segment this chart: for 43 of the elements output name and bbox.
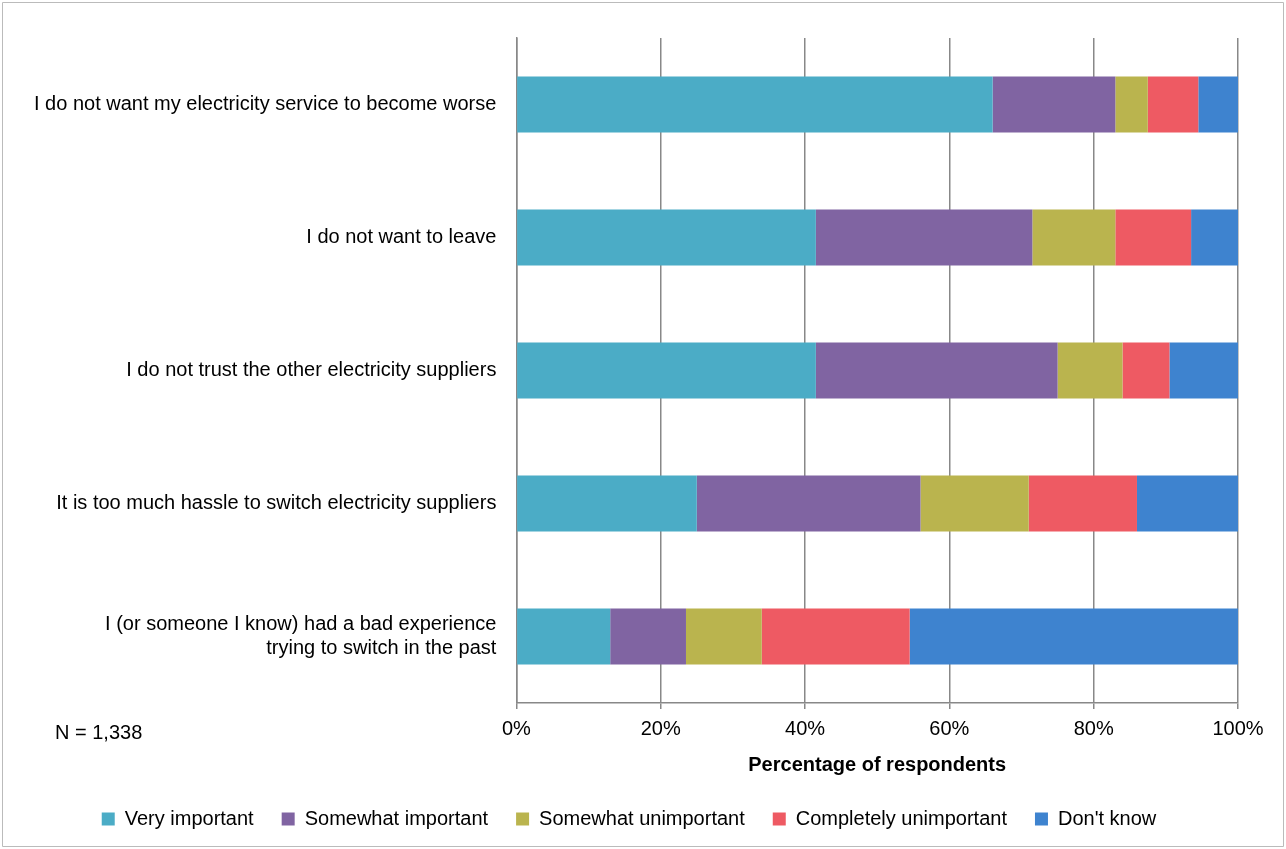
bar — [610, 608, 686, 665]
bar — [685, 608, 762, 665]
legend-label: Completely unimportant — [795, 806, 1008, 829]
bar — [1057, 342, 1123, 399]
y-tick-label: I do not trust the other electricity suppliers — [126, 358, 497, 381]
bar — [1115, 209, 1192, 266]
bar — [1136, 475, 1238, 532]
y-tick-label: It is too much hassle to switch electricity suppliers — [56, 491, 497, 514]
bar — [1115, 76, 1148, 133]
bar — [920, 475, 1029, 532]
bar — [517, 342, 816, 399]
bar — [517, 209, 816, 266]
bar — [992, 76, 1116, 133]
bar — [761, 608, 910, 665]
text: N = 1,338 — [55, 720, 143, 743]
bar — [815, 209, 1033, 266]
x-tick-label: 60% — [929, 716, 970, 739]
bar — [1147, 76, 1199, 133]
y-tick-label: I do not want to leave — [306, 225, 497, 248]
bar — [1028, 475, 1137, 532]
bar — [1169, 342, 1238, 399]
bar — [1122, 342, 1170, 399]
legend-label: Very important — [124, 806, 255, 829]
bar — [517, 76, 993, 133]
legend-label: Somewhat unimportant — [539, 806, 746, 829]
legend-label: Somewhat important — [304, 806, 489, 829]
bar — [909, 608, 1238, 665]
bar — [1032, 209, 1116, 266]
x-tick-label: 40% — [785, 716, 826, 739]
x-axis-title: Percentage of respondents — [748, 752, 1007, 775]
bar — [696, 475, 921, 532]
y-tick-label: I do not want my electricity service to become worse — [34, 92, 497, 115]
bar — [517, 475, 697, 532]
bar — [517, 608, 611, 665]
legend-label: Don't know — [1057, 806, 1157, 829]
x-tick-label: 0% — [501, 716, 532, 739]
bar — [815, 342, 1058, 399]
y-tick-label: I (or someone I know) had a bad experience trying to switch in the past — [105, 612, 497, 659]
bar — [1191, 209, 1238, 266]
bar — [1198, 76, 1238, 133]
x-tick-label: 100% — [1212, 716, 1264, 739]
x-tick-label: 80% — [1073, 716, 1114, 739]
x-tick-label: 20% — [640, 716, 681, 739]
